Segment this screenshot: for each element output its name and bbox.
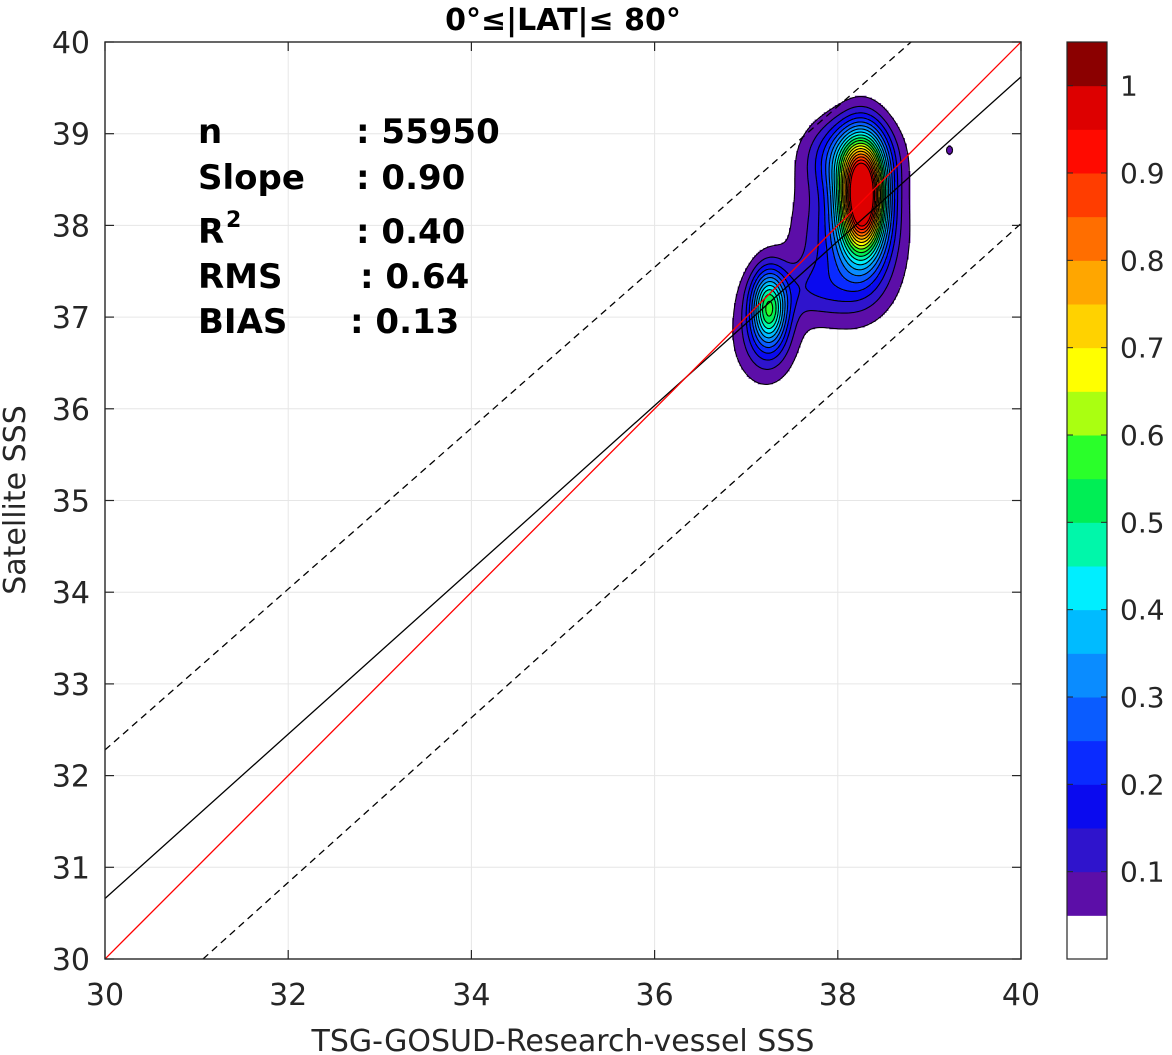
y-tick-label: 37 xyxy=(52,301,90,336)
stat-value: : 0.40 xyxy=(356,212,465,252)
density-contour-line xyxy=(848,159,876,231)
colorbar-segment xyxy=(1067,216,1107,261)
density-contour-line xyxy=(847,156,877,234)
colorbar-tick-label: 0.4 xyxy=(1120,594,1165,627)
stat-label: BIAS xyxy=(198,302,287,342)
density-contours xyxy=(732,95,954,385)
colorbar-tick-label: 0.2 xyxy=(1120,768,1165,801)
colorbar-segment xyxy=(1067,828,1107,873)
y-tick-label: 35 xyxy=(52,485,90,520)
colorbar-tick-label: 1 xyxy=(1120,70,1138,103)
density-contour-line xyxy=(765,140,884,317)
density-contour-line xyxy=(844,150,879,240)
density-contour-line xyxy=(753,125,891,344)
density-contour-line xyxy=(849,162,874,227)
regression-line xyxy=(105,76,1021,899)
colorbar: 0.1 0.2 0.3 0.4 0.5 0.6 0.7 0.8 0.9 1 xyxy=(1066,41,1165,960)
chart-title: 0°≤|LAT|≤ 80° xyxy=(445,3,681,38)
colorbar-segment xyxy=(1067,653,1107,698)
y-tick-label: 40 xyxy=(52,26,90,61)
stat-label: Slope xyxy=(198,158,305,198)
stat-label: RMS xyxy=(198,257,283,297)
density-contour-line xyxy=(741,105,903,370)
reference-lines xyxy=(105,42,1021,959)
colorbar-segment xyxy=(1067,129,1107,174)
colorbar-tick-label: 0.3 xyxy=(1120,681,1165,714)
colorbar-segment xyxy=(1067,871,1107,916)
colorbar-segment xyxy=(1067,391,1107,436)
colorbar-segment xyxy=(1067,260,1107,305)
x-tick-label: 34 xyxy=(452,978,490,1013)
stat-superscript: 2 xyxy=(226,208,241,233)
colorbar-segment xyxy=(1067,566,1107,611)
lower-bound-line xyxy=(202,223,1021,959)
y-tick-label: 31 xyxy=(52,851,90,886)
stat-value: : 0.13 xyxy=(350,302,459,342)
upper-bound-line xyxy=(105,42,912,751)
colorbar-segment xyxy=(1067,304,1107,349)
x-tick-label: 38 xyxy=(819,978,857,1013)
colorbar-segment xyxy=(1067,85,1107,130)
x-axis-title: TSG-GOSUD-Research-vessel SSS xyxy=(311,1024,815,1055)
stat-label: R xyxy=(198,212,224,252)
density-contour-line xyxy=(748,117,896,354)
density-contour-line xyxy=(759,134,887,330)
colorbar-tick-label: 0.9 xyxy=(1120,157,1165,190)
colorbar-tick-label: 0.6 xyxy=(1120,419,1165,452)
colorbar-segment xyxy=(1067,697,1107,742)
plot-frame xyxy=(104,41,1022,960)
colorbar-segment xyxy=(1067,347,1107,392)
axes: 30 32 34 36 38 40 30 31 32 33 34 35 36 37 38 39 40 xyxy=(52,26,1040,1013)
density-contour-line xyxy=(840,142,883,250)
colorbar-segment xyxy=(1067,478,1107,523)
stat-label: n xyxy=(198,112,222,152)
x-tick-label: 36 xyxy=(636,978,674,1013)
density-band xyxy=(849,163,874,227)
stats-box: n : 55950 Slope : 0.90 R 2 : 0.40 RMS : 0.64 BIAS… xyxy=(198,112,500,342)
density-contour-line xyxy=(841,145,882,247)
density-contour-line xyxy=(761,137,885,324)
stat-value: : 0.64 xyxy=(360,257,469,297)
x-tick-label: 40 xyxy=(1002,978,1040,1013)
x-tick-label: 32 xyxy=(269,978,307,1013)
colorbar-segment xyxy=(1067,522,1107,567)
y-tick-label: 36 xyxy=(52,393,90,428)
colorbar-segment xyxy=(1067,42,1107,87)
colorbar-segment xyxy=(1067,784,1107,829)
colorbar-segment xyxy=(1067,435,1107,480)
colorbar-tick-label: 0.5 xyxy=(1120,506,1165,539)
density-contour-line xyxy=(757,131,888,334)
colorbar-segment xyxy=(1067,915,1107,960)
density-contour-line xyxy=(845,153,878,237)
stat-value: : 55950 xyxy=(356,112,500,152)
colorbar-frame xyxy=(1066,41,1108,960)
colorbar-segment xyxy=(1067,609,1107,654)
density-contour-line xyxy=(751,121,893,349)
density-contour-line xyxy=(732,96,954,385)
x-tick-label: 30 xyxy=(86,978,124,1013)
density-contour-line xyxy=(755,128,890,339)
y-axis-title: Satellite SSS xyxy=(0,405,33,595)
colorbar-tick-label: 0.7 xyxy=(1120,332,1165,365)
y-tick-label: 33 xyxy=(52,668,90,703)
colorbar-tick-label: 0.1 xyxy=(1120,856,1165,889)
one-to-one-line xyxy=(105,42,1021,959)
y-tick-label: 30 xyxy=(52,943,90,978)
y-tick-label: 38 xyxy=(52,209,90,244)
y-tick-label: 32 xyxy=(52,760,90,795)
colorbar-segment xyxy=(1067,173,1107,218)
y-tick-label: 39 xyxy=(52,118,90,153)
colorbar-tick-label: 0.8 xyxy=(1120,244,1165,277)
colorbar-segment xyxy=(1067,740,1107,785)
y-tick-label: 34 xyxy=(52,576,90,611)
stat-value: : 0.90 xyxy=(356,158,465,198)
